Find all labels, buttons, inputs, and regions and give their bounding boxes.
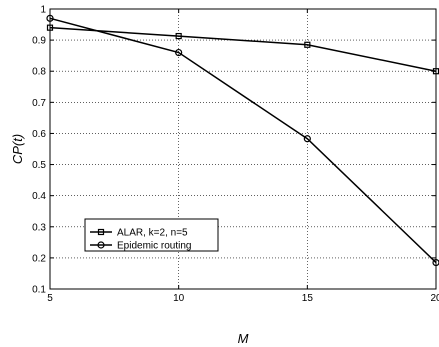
legend-marker-square [97, 228, 105, 236]
grid-lines [50, 9, 436, 289]
y-axis-tick-labels: 0.1 0.2 0.3 0.4 0.5 0.6 0.7 0.8 0.9 1 [32, 5, 46, 296]
plot-area-frame [49, 8, 437, 290]
series-line-epidemic [49, 17, 437, 264]
x-tick-label: 5 [47, 293, 53, 304]
x-tick-label: 10 [173, 293, 185, 304]
data-point-circle [432, 258, 439, 267]
x-axis-tick-labels: 5 10 15 20 [47, 293, 439, 304]
y-tick-label: 0.5 [32, 160, 46, 171]
x-tick-label: 20 [430, 293, 439, 304]
y-tick-label: 0.9 [32, 36, 46, 47]
series-line-alar [49, 26, 437, 72]
y-tick-label: 0.4 [32, 191, 46, 202]
data-point-circle [303, 135, 311, 143]
legend: ALAR, k=2, n=5 Epidemic routing [84, 218, 219, 252]
y-tick-label: 0.2 [32, 253, 46, 264]
legend-entry-alar: ALAR, k=2, n=5 [90, 228, 188, 239]
legend-label-alar: ALAR, k=2, n=5 [117, 228, 188, 239]
y-tick-label: 0.1 [32, 285, 46, 296]
y-tick-label: 0.8 [32, 67, 46, 78]
y-tick-label: 0.3 [32, 222, 46, 233]
y-tick-label: 1 [40, 5, 46, 16]
data-point-circle [175, 48, 183, 57]
x-tick-label: 15 [302, 293, 314, 304]
data-point-circle [46, 14, 54, 22]
x-axis-label: M [238, 331, 249, 346]
y-tick-label: 0.6 [32, 129, 46, 140]
legend-entry-epidemic: Epidemic routing [90, 241, 191, 252]
data-point-square [304, 41, 311, 48]
data-point-square [175, 32, 182, 40]
data-point-square [46, 24, 54, 31]
y-tick-label: 0.7 [32, 98, 46, 109]
y-axis-label: CP(t) [10, 134, 25, 164]
legend-label-epidemic: Epidemic routing [117, 241, 191, 252]
legend-marker-circle [97, 241, 105, 249]
